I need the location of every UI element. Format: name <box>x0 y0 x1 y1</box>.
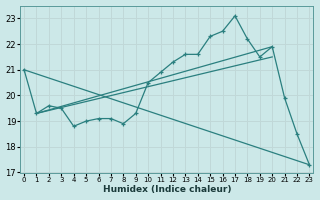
X-axis label: Humidex (Indice chaleur): Humidex (Indice chaleur) <box>102 185 231 194</box>
